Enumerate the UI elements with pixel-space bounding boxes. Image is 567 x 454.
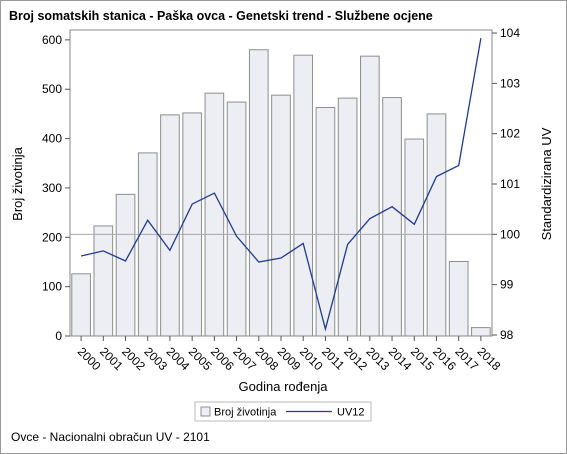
bar: [271, 94, 291, 337]
y2-tick-label: 103: [500, 76, 520, 90]
y-tick-label: 600: [42, 33, 62, 47]
x-tick-label: 2004: [164, 344, 193, 373]
bar: [337, 97, 358, 337]
x-tick-label: 2003: [141, 344, 170, 373]
y2-tick-label: 99: [500, 278, 514, 292]
y2-axis-label: Standardizirana UV: [539, 127, 554, 240]
x-tick-label: 2005: [186, 344, 215, 373]
legend-box: [194, 401, 372, 422]
y2-tick-label: 102: [500, 127, 520, 141]
y-tick-label: 300: [42, 181, 62, 195]
bar: [115, 193, 136, 337]
x-tick-label: 2013: [364, 344, 393, 373]
x-tick-label: 2011: [319, 344, 347, 372]
x-tick-label: 2018: [475, 344, 504, 373]
x-tick-label: 2002: [119, 344, 148, 373]
bar: [182, 112, 202, 337]
legend: Broj životinja UV12: [194, 401, 372, 422]
y-axis-label: Broj životinja: [10, 146, 25, 220]
bar: [382, 97, 402, 337]
legend-line-label: UV12: [337, 407, 365, 419]
bar: [448, 260, 469, 337]
bar: [226, 101, 247, 337]
bar: [204, 92, 225, 337]
x-tick-label: 2001: [97, 344, 126, 373]
x-tick-label: 2008: [252, 344, 281, 373]
y-tick-label: 400: [42, 132, 62, 146]
series-line-uv12: [80, 37, 482, 332]
x-tick-label: 2010: [297, 344, 326, 373]
y-tick-label: 200: [42, 230, 62, 244]
y2-tick-label: 104: [500, 26, 520, 40]
legend-bar-label: Broj životinja: [214, 407, 277, 419]
x-tick-label: 2006: [208, 344, 237, 373]
x-tick-label: 2007: [230, 344, 259, 373]
x-tick-label: 2012: [341, 344, 370, 373]
y-tick-label: 0: [55, 329, 62, 343]
bar: [360, 55, 380, 337]
x-axis-label: Godina rođenja: [239, 379, 329, 394]
x-tick-label: 2014: [386, 344, 415, 373]
bar: [137, 152, 158, 337]
x-tick-label: 2015: [408, 344, 437, 373]
x-tick-label: 2000: [75, 344, 104, 373]
y2-tick-label: 101: [500, 177, 520, 191]
legend-bar-swatch: [200, 406, 211, 417]
bar: [293, 54, 314, 337]
x-tick-label: 2016: [430, 344, 459, 373]
bar: [160, 114, 180, 337]
bar: [426, 113, 447, 337]
bar: [248, 49, 269, 337]
x-tick-label: 2017: [452, 344, 481, 373]
x-tick-label: 2009: [275, 344, 304, 373]
chart-title: Broj somatskih stanica - Paška ovca - Ge…: [9, 9, 433, 23]
bar: [71, 273, 91, 337]
y-tick-label: 100: [42, 280, 62, 294]
footnote: Ovce - Nacionalni obračun UV - 2101: [11, 430, 210, 444]
y2-tick-label: 98: [500, 328, 514, 342]
y-tick-label: 500: [42, 82, 62, 96]
bar: [93, 225, 114, 337]
y2-tick-label: 100: [500, 227, 520, 241]
bar: [404, 138, 425, 337]
bar: [471, 327, 491, 337]
